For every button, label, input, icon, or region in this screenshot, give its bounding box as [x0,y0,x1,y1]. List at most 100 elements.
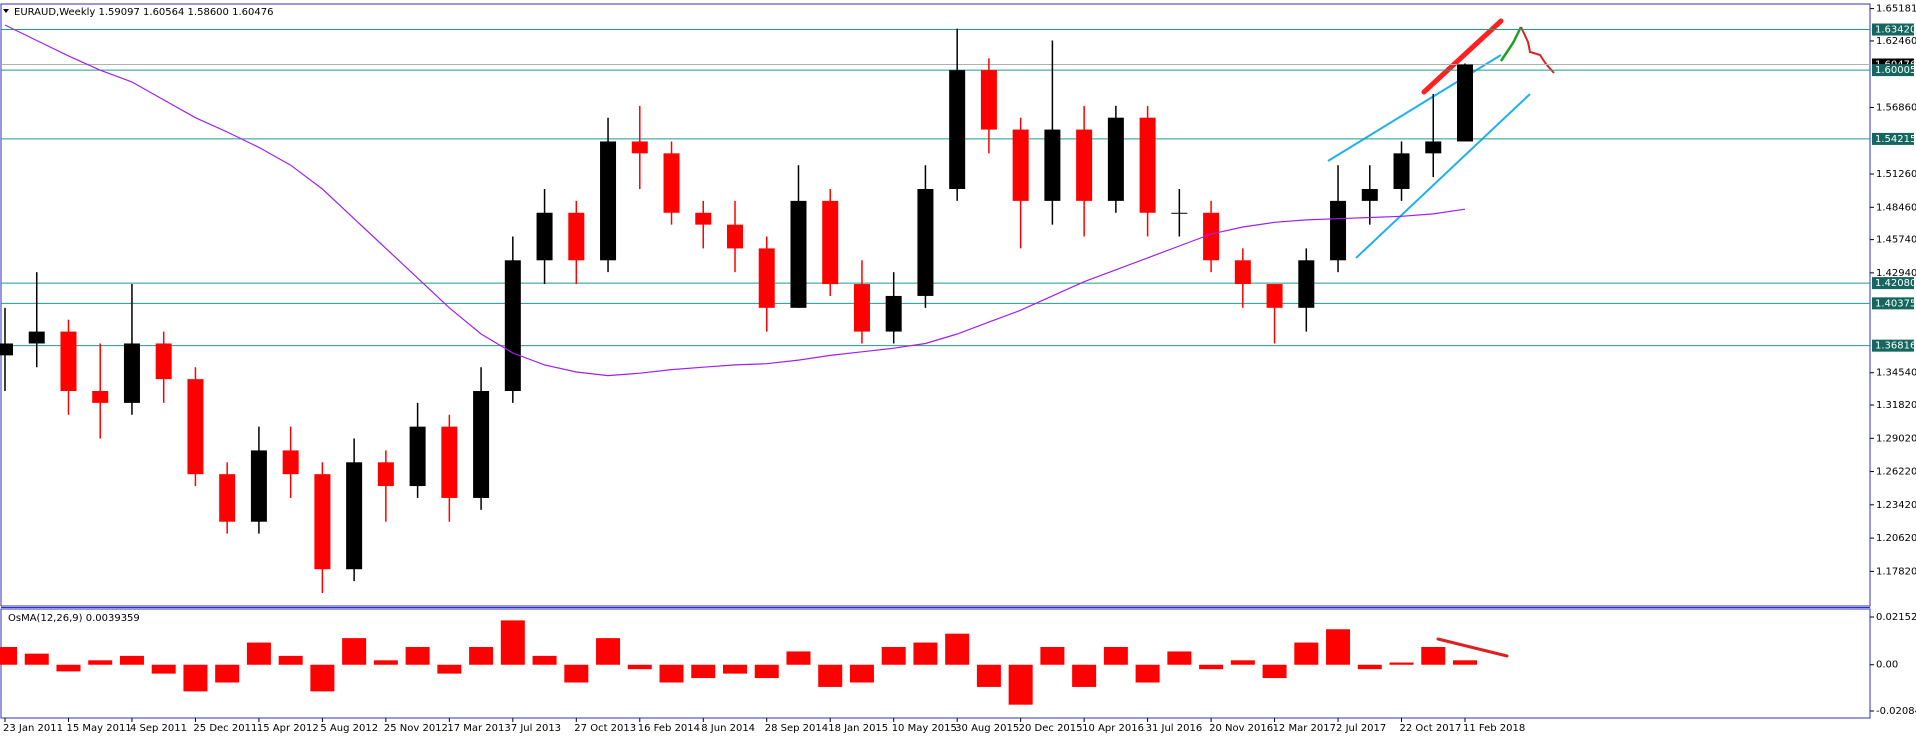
candle-body [1107,117,1124,201]
level-label-box [1872,64,1914,77]
candle-body [60,331,77,391]
osc-bar [119,655,144,665]
osc-bar [437,664,462,674]
candle-body [663,153,680,213]
candle-body [1171,212,1188,214]
osc-bar [1294,642,1319,665]
y-tick-label: 1.42940 [1876,268,1916,279]
candle-body [1298,260,1315,308]
candle-body [28,331,45,344]
x-tick-label: 12 Mar 2017 [1273,723,1336,734]
osc-bar [627,664,652,670]
moving-average [4,24,1466,377]
osc-bar [215,664,240,683]
y-tick-label: 1.20620 [1876,533,1916,544]
osc-bar [1453,660,1477,665]
candle-body [727,224,743,249]
candle-body [0,343,13,356]
level-label: 1.63420 [1875,25,1916,36]
osc-bar [1008,664,1033,705]
candle-body [1266,284,1283,308]
osc-bar [1326,629,1351,665]
candle-body [92,390,109,403]
x-tick-label: 22 Oct 2017 [1400,723,1462,734]
osc-bar [1389,662,1414,665]
y-tick-label: 1.45740 [1876,235,1916,246]
candle-body [1076,129,1093,201]
level-label-box [1872,339,1914,352]
candle-body [504,260,521,391]
osc-bar [183,664,208,692]
x-tick-label: 7 Jul 2013 [511,723,561,734]
candle-body [980,70,997,130]
osc-bar [246,642,271,665]
osc-bar [1357,664,1382,670]
osc-bar [278,655,303,665]
y-tick-label: 1.51260 [1876,169,1916,180]
osc-bar [500,620,525,665]
x-tick-label: 16 Feb 2014 [638,723,700,734]
y-tick-label: 1.26220 [1876,467,1916,478]
candle-body [949,70,966,189]
candle-body [219,474,236,522]
osc-bar [342,638,367,665]
level-label-box [1872,297,1914,310]
x-tick-label: 5 Aug 2012 [320,723,378,734]
candle-body [377,462,394,487]
y-tick-label: 1.29020 [1876,433,1916,444]
candle-body [1457,64,1473,142]
osc-bar [1230,660,1255,665]
candle-body [1361,188,1378,201]
candle-body [1012,129,1029,201]
y-tick-label: 1.48460 [1876,202,1916,213]
candle-body [631,141,648,154]
level-label: 1.60005 [1875,65,1916,76]
osc-bar [881,647,906,665]
y-tick-label: 0.021524 [1876,612,1916,623]
osc-bar [976,664,1001,687]
x-tick-label: 25 Dec 2011 [193,723,257,734]
x-tick-label: 15 Apr 2012 [257,723,319,734]
osc-bar [405,647,430,665]
candle-body [187,379,204,475]
osc-bar [1167,651,1192,665]
osc-bar [24,653,49,665]
osc-divergence-line [1436,637,1509,658]
osc-bar [849,664,874,683]
level-label: 1.40375 [1875,298,1916,309]
candle-body [695,212,712,225]
candle-body [917,188,934,296]
x-tick-label: 11 Feb 2018 [1463,723,1525,734]
osc-bar [818,664,843,687]
candle-body [1044,129,1061,201]
x-tick-label: 18 Jan 2015 [828,723,888,734]
y-tick-label: 1.65181 [1876,4,1916,15]
osc-bar [373,660,398,665]
candle-body [1425,141,1442,154]
osc-bar [1199,664,1224,670]
x-tick-label: 2 Jul 2017 [1336,723,1386,734]
green-projection [1499,26,1523,62]
candle-body [790,200,807,308]
level-label-box [1872,23,1914,36]
y-tick-label: 1.34540 [1876,368,1916,379]
candle-body [155,343,172,380]
osc-bar [56,664,81,672]
osc-bar [786,651,811,665]
osc-bar [754,664,779,679]
level-label: 1.36816 [1875,341,1916,352]
osc-bar [532,655,557,665]
y-tick-label: 0.00 [1876,660,1898,671]
x-tick-label: 25 Nov 2012 [384,723,448,734]
x-tick-label: 27 Oct 2013 [574,723,636,734]
osc-bar [564,664,589,683]
candle-body [282,450,299,475]
candle-body [346,462,363,570]
candle-body [822,200,839,285]
osc-bar [1103,647,1128,665]
main-panel-frame [0,3,1871,607]
osc-bar [659,664,684,683]
level-label: 1.42080 [1875,278,1916,289]
level-label-box [1872,277,1914,290]
